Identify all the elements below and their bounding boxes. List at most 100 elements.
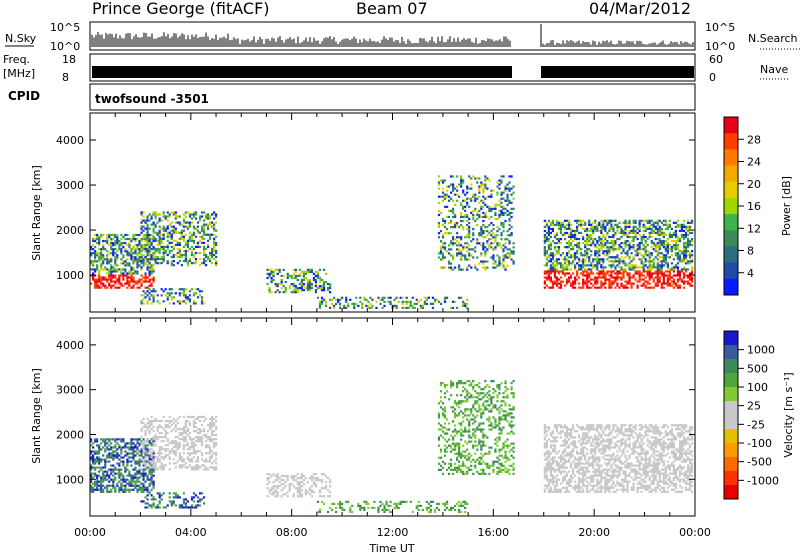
heatmap-cell xyxy=(551,266,555,269)
heatmap-cell xyxy=(152,456,155,459)
heatmap-cell xyxy=(417,500,420,503)
heatmap-cell xyxy=(567,268,571,271)
heatmap-cell xyxy=(150,478,153,481)
heatmap-cell xyxy=(584,239,587,243)
heatmap-cell xyxy=(462,268,465,271)
heatmap-cell xyxy=(429,508,433,512)
heatmap-cell xyxy=(200,415,204,419)
heatmap-cell xyxy=(547,246,550,249)
heatmap-cell xyxy=(610,264,613,267)
heatmap-cell xyxy=(174,436,177,439)
heatmap-cell xyxy=(184,298,187,301)
heatmap-cell xyxy=(266,479,269,482)
heatmap-cell xyxy=(170,448,173,451)
heatmap-cell xyxy=(100,250,103,253)
heatmap-cell xyxy=(158,458,161,461)
heatmap-cell xyxy=(634,264,637,267)
heatmap-cell xyxy=(468,236,471,239)
heatmap-cell xyxy=(152,239,155,242)
heatmap-cell xyxy=(559,280,563,283)
heatmap-cell xyxy=(654,276,657,279)
heatmap-cell xyxy=(559,241,563,245)
heatmap-cell xyxy=(662,233,665,237)
heatmap-cell xyxy=(608,256,611,259)
heatmap-cell xyxy=(580,248,583,251)
heatmap-cell xyxy=(164,444,167,447)
heatmap-cell xyxy=(447,262,451,265)
heatmap-cell xyxy=(680,223,684,226)
heatmap-cell xyxy=(488,207,491,210)
heatmap-cell xyxy=(110,484,113,487)
heatmap-cell xyxy=(144,219,147,222)
heatmap-cell xyxy=(150,498,153,501)
heatmap-cell xyxy=(470,266,473,269)
heatmap-cell xyxy=(180,458,183,461)
heatmap-cell xyxy=(211,225,214,228)
heatmap-cell xyxy=(180,438,183,441)
heatmap-cell xyxy=(120,233,123,237)
heatmap-cell xyxy=(146,456,149,459)
heatmap-cell xyxy=(449,508,453,512)
heatmap-cell xyxy=(684,246,688,249)
heatmap-cell xyxy=(164,432,167,435)
heatmap-cell xyxy=(666,278,669,281)
heatmap-cell xyxy=(600,229,603,233)
heatmap-cell xyxy=(213,227,216,230)
heatmap-cell xyxy=(188,446,192,449)
heatmap-cell xyxy=(148,421,151,425)
heatmap-cell xyxy=(182,452,185,455)
heatmap-cell xyxy=(192,442,196,445)
heatmap-cell xyxy=(496,264,499,267)
heatmap-cell xyxy=(92,454,95,457)
heatmap-cell xyxy=(598,223,601,226)
heatmap-cell xyxy=(656,276,659,279)
heatmap-cell xyxy=(326,489,330,492)
heatmap-cell xyxy=(602,225,605,228)
heatmap-cell xyxy=(204,233,208,236)
heatmap-cell xyxy=(174,440,177,443)
heatmap-cell xyxy=(508,213,511,217)
heatmap-cell xyxy=(590,250,593,253)
heatmap-cell xyxy=(449,197,453,200)
heatmap-cell xyxy=(604,225,607,228)
heatmap-cell xyxy=(132,452,135,455)
heatmap-cell xyxy=(124,454,127,457)
heatmap-cell xyxy=(559,223,563,226)
heatmap-cell xyxy=(451,211,455,215)
heatmap-cell xyxy=(371,506,374,510)
heatmap-cell xyxy=(660,262,663,265)
heatmap-cell xyxy=(470,197,473,200)
heatmap-cell xyxy=(124,466,127,469)
heatmap-cell xyxy=(363,298,366,301)
heatmap-cell xyxy=(150,294,153,297)
heatmap-cell xyxy=(456,189,459,192)
heatmap-cell xyxy=(174,462,177,465)
heatmap-cell xyxy=(478,185,481,188)
heatmap-cell xyxy=(339,298,342,301)
heatmap-cell xyxy=(328,495,332,498)
heatmap-cell xyxy=(172,502,175,505)
heatmap-cell xyxy=(662,260,665,263)
heatmap-cell xyxy=(140,500,143,503)
heatmap-cell xyxy=(636,244,639,247)
heatmap-cell xyxy=(270,270,273,274)
heatmap-cell xyxy=(156,468,159,471)
heatmap-cell xyxy=(308,268,312,271)
heatmap-cell xyxy=(94,452,97,455)
heatmap-cell xyxy=(684,268,688,271)
heatmap-cell xyxy=(474,193,477,196)
heatmap-cell xyxy=(662,278,665,281)
heatmap-cell xyxy=(116,456,119,459)
heatmap-cell xyxy=(445,228,449,231)
heatmap-cell xyxy=(134,280,137,283)
heatmap-cell xyxy=(282,268,285,271)
heatmap-cell xyxy=(202,237,206,240)
heatmap-cell xyxy=(186,227,189,230)
heatmap-cell xyxy=(92,248,95,251)
heatmap-cell xyxy=(460,213,463,217)
heatmap-cell xyxy=(140,211,143,214)
heatmap-cell xyxy=(158,494,161,497)
heatmap-cell xyxy=(114,490,117,493)
heatmap-cell xyxy=(690,278,694,281)
heatmap-cell xyxy=(660,256,663,259)
